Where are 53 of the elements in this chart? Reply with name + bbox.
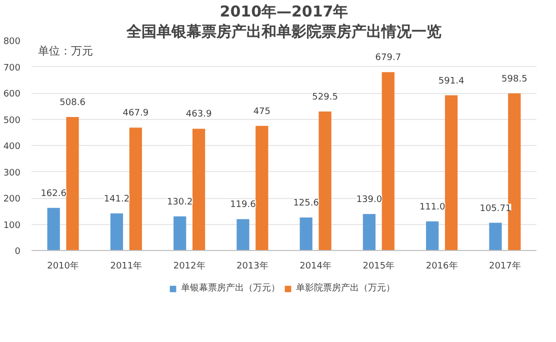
data-label: 141.2 [104,194,130,204]
legend-label: 单银幕票房产出（万元） [181,282,280,294]
annotation: 单位：万元 [38,44,93,58]
bar [47,208,60,250]
bar [300,218,312,250]
chart-subtitle: 全国单银幕票房产出和单影院票房产出情况一览 [126,22,442,40]
data-label: 162.6 [40,188,67,199]
data-label: 679.7 [375,53,402,64]
x-tick-label: 2013年 [236,260,268,272]
y-tick-label: 500 [3,116,21,126]
data-label: 105.71 [480,204,512,214]
bar [110,213,124,250]
bar [256,126,268,250]
x-tick-label: 2015年 [362,260,395,272]
bar [362,214,376,250]
legend-label: 单影院票房产出（万元） [296,282,395,294]
x-tick-label: 2011年 [110,260,142,272]
x-tick-label: 2012年 [173,260,206,272]
data-label: 591.4 [438,76,464,86]
y-tick-label: 200 [3,194,21,204]
y-tick-label: 0 [14,247,21,257]
bar [318,112,332,250]
x-tick-label: 2017年 [488,260,521,272]
data-label: 467.9 [122,108,149,119]
data-label: 119.6 [230,200,256,210]
y-tick-label: 800 [3,37,21,47]
data-label: 508.6 [60,98,86,108]
data-label: 130.2 [166,197,193,208]
bar [382,72,394,250]
data-label: 125.6 [293,198,320,209]
data-label: 598.5 [502,74,528,84]
y-tick-label: 400 [3,142,21,152]
x-tick-label: 2010年 [47,260,80,272]
data-label: 139.0 [356,195,382,206]
bar [426,221,439,250]
data-label: 475 [253,106,271,117]
bar [192,128,206,250]
y-tick-label: 700 [3,63,21,74]
bar [236,219,250,250]
x-tick-label: 2014年 [300,260,332,272]
data-label: 111.0 [419,202,446,212]
data-label: 463.9 [186,110,212,120]
chart-title: 2010年—2017年 [220,2,348,20]
bar [129,128,142,250]
bar [489,222,502,250]
y-tick-label: 100 [3,220,21,231]
bar [444,95,458,250]
x-tick-label: 2016年 [426,260,458,272]
bar [174,216,186,250]
data-label: 529.5 [312,92,338,103]
y-tick-label: 300 [3,168,21,178]
y-tick-label: 600 [3,90,21,100]
bar [66,116,79,250]
